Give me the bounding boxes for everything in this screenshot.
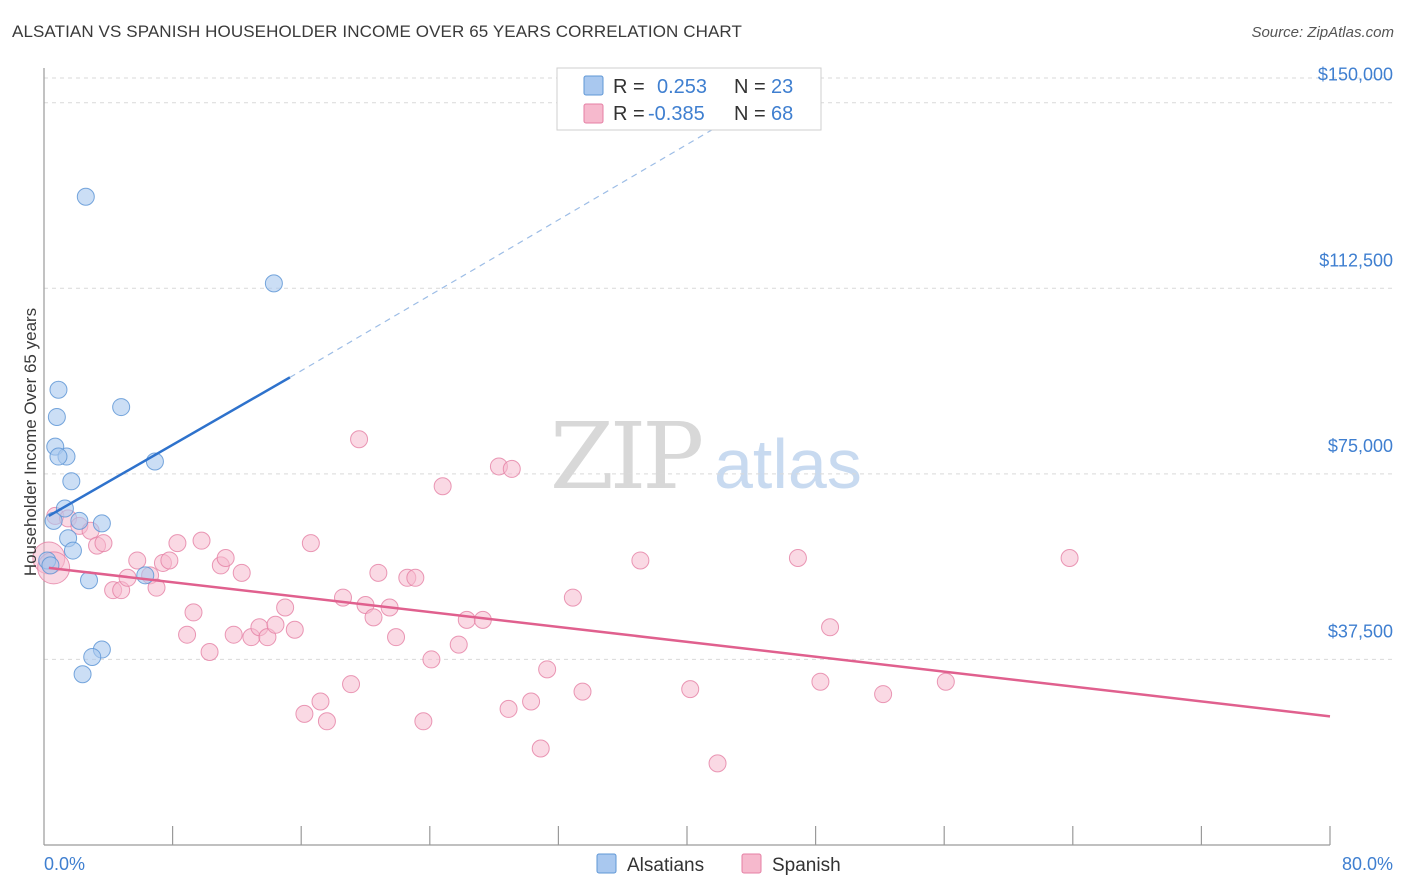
spanish-point <box>936 672 955 691</box>
legend-r-value-spanish: -0.385 <box>648 103 705 125</box>
spanish-point <box>342 675 361 694</box>
spanish-point <box>369 563 388 582</box>
alsatian-point <box>76 187 95 206</box>
spanish-point <box>311 692 330 711</box>
legend-swatch-alsatians <box>583 75 604 96</box>
y-axis-title: Householder Income Over 65 years <box>21 308 40 576</box>
alsatian-point <box>47 407 66 426</box>
alsatian-point <box>83 647 102 666</box>
bottom-legend-swatch-alsatians <box>596 853 617 874</box>
spanish-point <box>631 551 650 570</box>
trend-lines <box>48 87 1331 718</box>
alsatian-point <box>41 556 60 575</box>
spanish-point <box>216 548 235 567</box>
x-tick-label: 0.0% <box>44 854 85 874</box>
legend-top: R = 0.253 N = 23 R = -0.385 N = 68 <box>556 67 822 131</box>
spanish-point <box>387 628 406 647</box>
spanish-point <box>317 712 336 731</box>
alsatian-point <box>44 511 63 530</box>
spanish-point <box>457 610 476 629</box>
spanish-point <box>364 608 383 627</box>
spanish-point <box>499 699 518 718</box>
alsatian-point <box>264 274 283 293</box>
x-tick-label: 80.0% <box>1342 854 1393 874</box>
alsatian-point <box>92 514 111 533</box>
alsatian-point <box>62 472 81 491</box>
spanish-point <box>94 534 113 553</box>
spanish-point <box>232 563 251 582</box>
series-alsatians <box>38 187 283 684</box>
y-tick-label: $75,000 <box>1328 436 1393 456</box>
spanish-point <box>184 603 203 622</box>
spanish-trend-line <box>48 566 1331 718</box>
spanish-point <box>811 672 830 691</box>
spanish-point <box>192 531 211 550</box>
spanish-point <box>350 430 369 449</box>
spanish-point <box>708 754 727 773</box>
spanish-point <box>433 477 452 496</box>
bottom-legend-label-alsatians: Alsatians <box>627 855 704 876</box>
spanish-point <box>414 712 433 731</box>
spanish-point <box>502 459 521 478</box>
spanish-point <box>538 660 557 679</box>
spanish-point <box>200 643 219 662</box>
y-tick-label: $112,500 <box>1319 250 1393 270</box>
spanish-point <box>573 682 592 701</box>
spanish-point <box>266 615 285 634</box>
legend-r-value-alsatians: 0.253 <box>657 76 707 98</box>
alsatian-point <box>73 665 92 684</box>
spanish-point <box>178 625 197 644</box>
alsatian-point <box>63 541 82 560</box>
spanish-point <box>563 588 582 607</box>
spanish-point <box>301 534 320 553</box>
tick-labels: $37,500 $75,000 $112,500 $150,000 0.0% 80.0% <box>44 65 1393 874</box>
legend-swatch-spanish <box>583 103 604 124</box>
spanish-point <box>874 685 893 704</box>
spanish-point <box>224 625 243 644</box>
legend-n-label-alsatians: N = <box>734 76 766 98</box>
spanish-point <box>168 534 187 553</box>
legend-r-label-spanish: R = <box>613 103 645 125</box>
alsatian-point <box>49 380 68 399</box>
legend-n-value-spanish: 68 <box>771 103 793 125</box>
spanish-point <box>522 692 541 711</box>
source-credit: Source: ZipAtlas.com <box>1251 24 1394 41</box>
watermark: ZIP atlas <box>550 403 862 510</box>
legend-n-value-alsatians: 23 <box>771 76 793 98</box>
spanish-point <box>531 739 550 758</box>
alsatian-trend-line <box>48 376 291 518</box>
bottom-legend-label-spanish: Spanish <box>772 855 841 876</box>
y-tick-label: $150,000 <box>1318 65 1393 85</box>
bottom-legend-swatch-spanish <box>741 853 762 874</box>
spanish-point <box>160 551 179 570</box>
alsatian-point <box>112 398 131 417</box>
spanish-point <box>788 548 807 567</box>
alsatian-point <box>136 566 155 585</box>
watermark-atlas: atlas <box>714 425 862 503</box>
spanish-point <box>449 635 468 654</box>
legend-n-label-spanish: N = <box>734 103 766 125</box>
spanish-point <box>276 598 295 617</box>
spanish-point <box>681 680 700 699</box>
spanish-point <box>422 650 441 669</box>
spanish-point <box>1060 548 1079 567</box>
chart-title: ALSATIAN VS SPANISH HOUSEHOLDER INCOME O… <box>12 22 742 41</box>
legend-r-label-alsatians: R = <box>613 76 645 98</box>
spanish-point <box>821 618 840 637</box>
alsatian-point <box>49 447 68 466</box>
alsatian-trend-extension <box>289 87 784 378</box>
spanish-point <box>285 620 304 639</box>
spanish-point <box>128 551 147 570</box>
watermark-zip: ZIP <box>550 403 701 510</box>
axes <box>43 68 1331 846</box>
spanish-point <box>295 704 314 723</box>
spanish-point <box>406 568 425 587</box>
y-tick-label: $37,500 <box>1328 621 1393 641</box>
alsatian-point <box>70 511 89 530</box>
legend-bottom: Alsatians Spanish <box>596 853 841 876</box>
